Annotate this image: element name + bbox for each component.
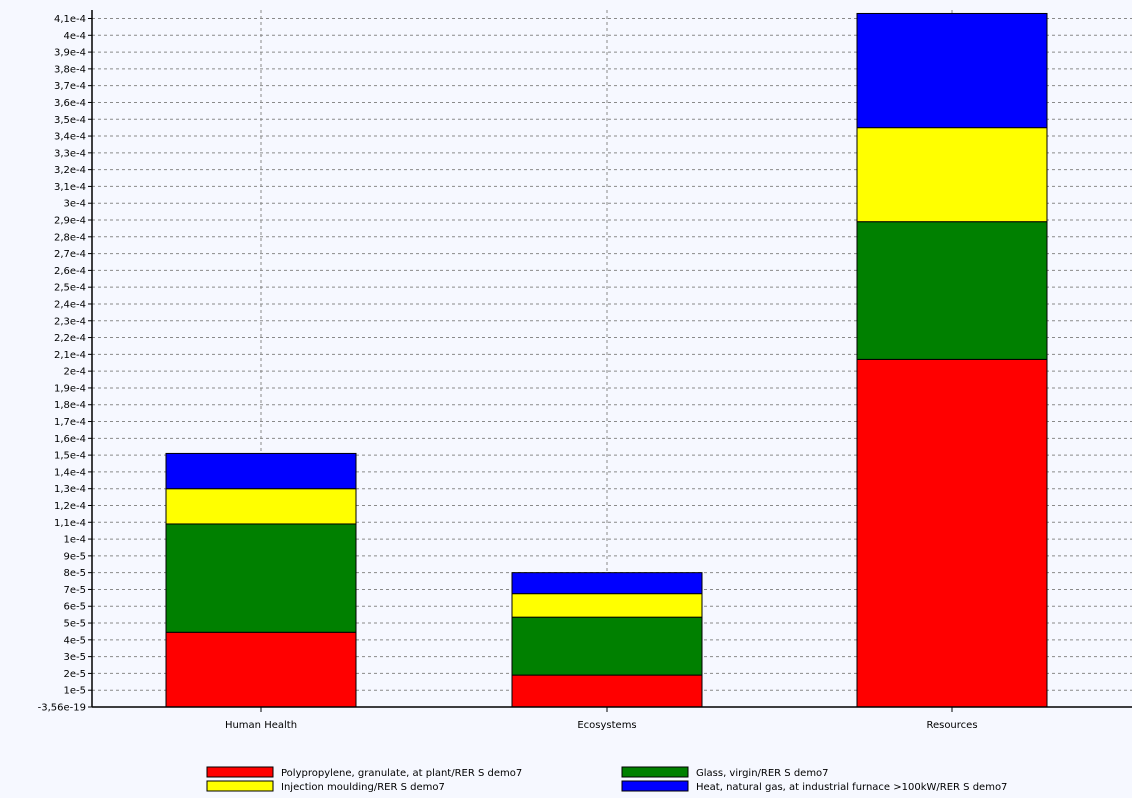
- y-tick-label: 1e-4: [64, 535, 87, 546]
- bar-segment: [165, 452, 357, 490]
- y-tick-label: 2e-5: [64, 669, 87, 680]
- bars-layer: [165, 12, 1048, 708]
- y-tick-label: 4,1e-4: [54, 14, 86, 25]
- y-tick-label: 1,5e-4: [54, 451, 86, 462]
- x-tick-label: Resources: [926, 720, 977, 731]
- y-tick-label: 3e-4: [64, 199, 87, 210]
- y-tick-label: 3,2e-4: [54, 165, 86, 176]
- y-tick-label: 2,8e-4: [54, 232, 86, 243]
- bar-segment: [511, 593, 703, 618]
- y-tick-label: 2,9e-4: [54, 216, 86, 227]
- y-tick-label: 3,3e-4: [54, 148, 86, 159]
- y-tick-label: 2,7e-4: [54, 249, 86, 260]
- y-tick-label: 3,7e-4: [54, 81, 86, 92]
- y-tick-label: 1e-5: [64, 686, 87, 697]
- y-tick-label: 7e-5: [64, 585, 87, 596]
- y-tick-label: 2,1e-4: [54, 350, 86, 361]
- y-tick-label: 1,2e-4: [54, 501, 86, 512]
- legend: Polypropylene, granulate, at plant/RER S…: [206, 766, 1007, 793]
- bar-segment: [856, 358, 1048, 708]
- y-tick-label: 1,6e-4: [54, 434, 86, 445]
- bar-segment: [165, 523, 357, 633]
- y-tick-label: 3e-5: [64, 652, 87, 663]
- y-tick-label: 2,3e-4: [54, 316, 86, 327]
- y-tick-label: 2e-4: [64, 367, 87, 378]
- x-tick-label: Ecosystems: [577, 720, 636, 731]
- bar-segment: [165, 488, 357, 525]
- y-tick-label: 1,4e-4: [54, 467, 86, 478]
- y-tick-label: 9e-5: [64, 551, 87, 562]
- y-tick-label: -3,56e-19: [38, 703, 86, 714]
- bar-segment: [165, 631, 357, 708]
- y-tick-label: 4e-4: [64, 31, 87, 42]
- y-tick-label: 3,4e-4: [54, 132, 86, 143]
- y-tick-label: 8e-5: [64, 568, 87, 579]
- y-tick-label: 3,9e-4: [54, 48, 86, 59]
- bar-segment: [856, 127, 1048, 223]
- y-tick-label: 1,9e-4: [54, 383, 86, 394]
- y-tick-label: 4e-5: [64, 635, 87, 646]
- legend-swatch: [621, 780, 689, 792]
- legend-swatch: [621, 766, 689, 778]
- bar-segment: [511, 572, 703, 595]
- y-tick-label: 3,6e-4: [54, 98, 86, 109]
- legend-label: Heat, natural gas, at industrial furnace…: [696, 782, 1007, 793]
- y-tick-label: 1,3e-4: [54, 484, 86, 495]
- y-tick-label: 3,5e-4: [54, 115, 86, 126]
- y-tick-label: 2,6e-4: [54, 266, 86, 277]
- legend-label: Glass, virgin/RER S demo7: [696, 768, 829, 779]
- axes-layer: 4,1e-4 4e-4 3,9e-4 3,8e-4 3,7e-4 3,6e-4 3,5e-4…: [38, 10, 1132, 731]
- y-tick-label: 3,1e-4: [54, 182, 86, 193]
- y-tick-label: 1,1e-4: [54, 518, 86, 529]
- bar-segment: [511, 674, 703, 708]
- y-tick-label: 2,4e-4: [54, 299, 86, 310]
- bar-segment: [856, 221, 1048, 360]
- bar-segment: [511, 616, 703, 676]
- y-tick-label: 1,7e-4: [54, 417, 86, 428]
- y-tick-label: 5e-5: [64, 619, 87, 630]
- y-tick-label: 2,5e-4: [54, 283, 86, 294]
- y-tick-label: 6e-5: [64, 602, 87, 613]
- legend-label: Injection moulding/RER S demo7: [281, 782, 445, 793]
- legend-swatch: [206, 766, 274, 778]
- x-tick-label: Human Health: [225, 720, 297, 731]
- y-tick-label: 3,8e-4: [54, 64, 86, 75]
- bar-segment: [856, 12, 1048, 129]
- legend-label: Polypropylene, granulate, at plant/RER S…: [281, 768, 522, 779]
- legend-swatch: [206, 780, 274, 792]
- y-tick-label: 1,8e-4: [54, 400, 86, 411]
- y-tick-label: 2,2e-4: [54, 333, 86, 344]
